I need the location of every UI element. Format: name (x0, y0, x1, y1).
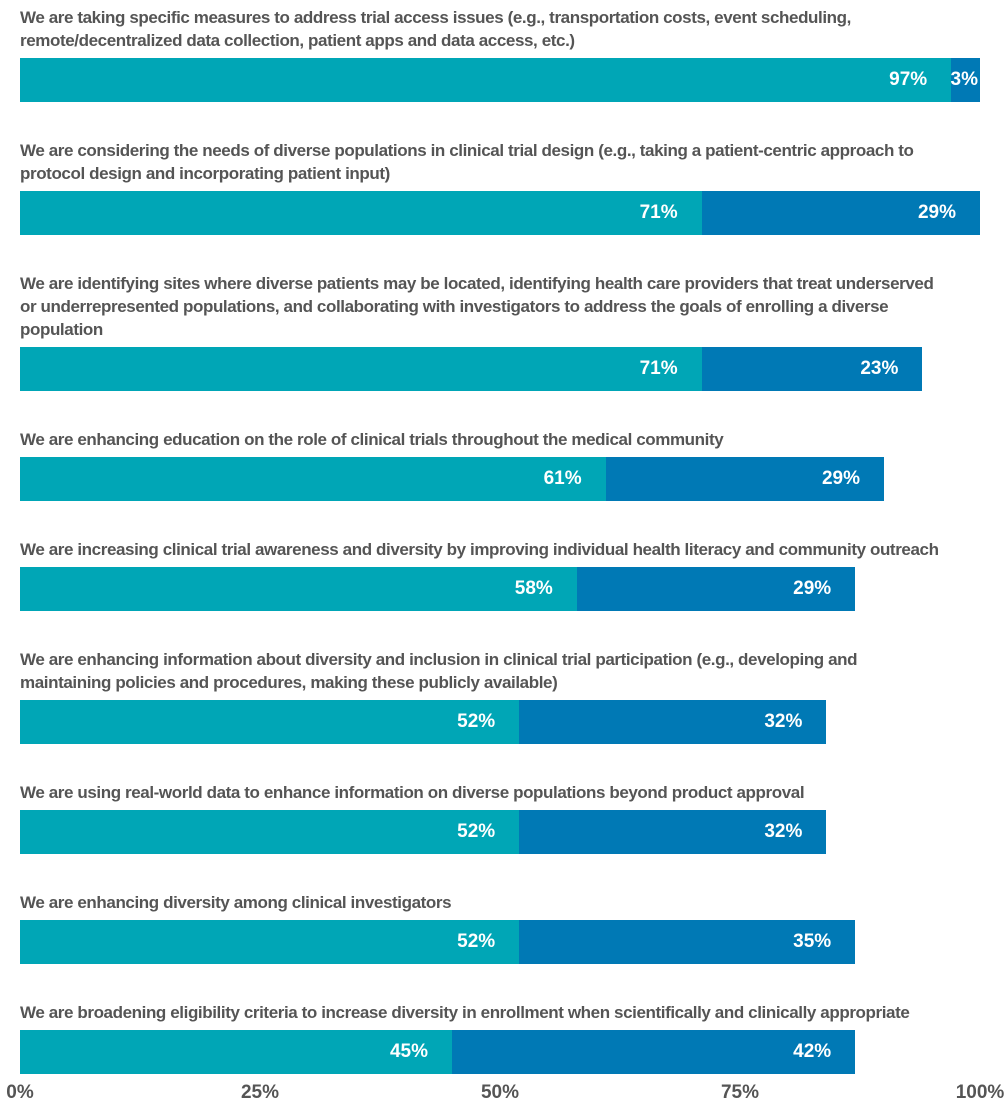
bar-row: We are enhancing information about diver… (20, 648, 980, 744)
bar-segment (701, 347, 923, 391)
x-tick-label: 75% (720, 1082, 760, 1103)
bar-segment (576, 567, 856, 611)
stacked-bar: 71% 23% (20, 347, 980, 391)
x-tick-label: 0% (6, 1082, 34, 1103)
bar-row: We are enhancing diversity among clinica… (20, 891, 980, 964)
bar-segment (20, 700, 520, 744)
stacked-bar: 58% 29% (20, 567, 980, 611)
bar-row: We are enhancing education on the role o… (20, 428, 980, 501)
value-label: 32% (764, 711, 803, 732)
value-label: 52% (457, 821, 496, 842)
bar-segment (20, 920, 520, 964)
bar-segment (20, 457, 606, 501)
value-label: 23% (860, 358, 899, 379)
category-label: We are enhancing diversity among clinica… (20, 893, 452, 912)
stacked-bar: 52% 32% (20, 700, 980, 744)
bar-segment (605, 457, 884, 501)
bar-segment (20, 58, 952, 102)
bar-segment (519, 810, 827, 854)
value-label: 42% (793, 1041, 832, 1062)
value-label: 29% (821, 468, 860, 489)
bar-row: We are using real-world data to enhance … (20, 781, 980, 854)
bar-segment (452, 1030, 856, 1074)
value-label: 3% (950, 69, 978, 90)
bar-segment (20, 810, 520, 854)
category-label: We are taking specific measures to addre… (20, 8, 851, 50)
bar-row: We are identifying sites where diverse p… (20, 272, 980, 391)
stacked-bar: 45% 42% (20, 1030, 980, 1074)
value-label: 35% (793, 931, 832, 952)
stacked-bar: 97% 3% (20, 58, 980, 102)
value-label: 71% (639, 358, 678, 379)
bar-segment (20, 347, 702, 391)
value-label: 71% (639, 202, 678, 223)
stacked-bar: 52% 32% (20, 810, 980, 854)
chart: We are taking specific measures to addre… (20, 6, 980, 1074)
x-tick-label: 100% (955, 1082, 1005, 1103)
category-label: We are identifying sites where diverse p… (20, 274, 934, 339)
value-label: 29% (917, 202, 956, 223)
stacked-bar: 52% 35% (20, 920, 980, 964)
bar-segment (20, 567, 577, 611)
value-label: 97% (889, 69, 928, 90)
bar-segment (951, 58, 980, 102)
stacked-bar: 61% 29% (20, 457, 980, 501)
bar-segment (20, 191, 702, 235)
bar-row: We are taking specific measures to addre… (20, 6, 980, 102)
category-label: We are enhancing information about diver… (20, 650, 858, 692)
bar-segment (701, 191, 980, 235)
value-label: 52% (457, 931, 496, 952)
bar-segment (20, 1030, 452, 1074)
value-label: 32% (764, 821, 803, 842)
category-label: We are using real-world data to enhance … (20, 783, 805, 802)
category-label: We are enhancing education on the role o… (20, 430, 724, 449)
category-label: We are considering the needs of diverse … (20, 141, 914, 183)
bar-row: We are broadening eligibility criteria t… (20, 1001, 980, 1074)
bar-row: We are increasing clinical trial awarene… (20, 538, 980, 611)
x-tick-label: 50% (480, 1082, 520, 1103)
stacked-bar: 71% 29% (20, 191, 980, 235)
value-label: 61% (543, 468, 582, 489)
category-label: We are increasing clinical trial awarene… (20, 540, 939, 559)
value-label: 29% (793, 578, 832, 599)
value-label: 52% (457, 711, 496, 732)
x-tick-label: 25% (240, 1082, 280, 1103)
bar-segment (519, 920, 856, 964)
value-label: 58% (514, 578, 553, 599)
category-label: We are broadening eligibility criteria t… (20, 1003, 910, 1022)
bar-row: We are considering the needs of diverse … (20, 139, 980, 235)
value-label: 45% (389, 1041, 428, 1062)
bar-segment (519, 700, 827, 744)
